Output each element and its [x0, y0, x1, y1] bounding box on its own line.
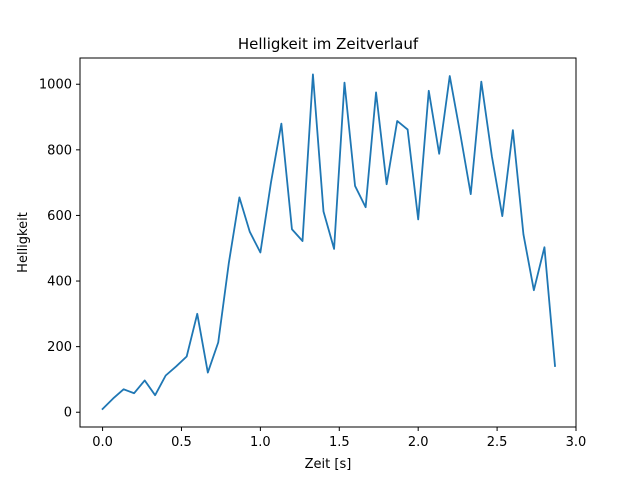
x-tick-label: 1.0: [250, 435, 271, 450]
y-tick-label: 200: [47, 340, 72, 355]
x-tick-label: 1.5: [329, 435, 350, 450]
plot-area: [101, 73, 556, 411]
y-tick-label: 800: [47, 143, 72, 158]
x-axis-ticks: 0.0 0.5 1.0 1.5 2.0 2.5 3.0: [92, 427, 586, 450]
y-tick-label: 600: [47, 209, 72, 224]
y-tick-label: 1000: [39, 78, 72, 93]
axes-frame: [79, 57, 577, 428]
x-axis-label: Zeit [s]: [305, 457, 352, 472]
y-tick-label: 0: [64, 406, 72, 421]
y-axis-label: Helligkeit: [16, 212, 31, 273]
x-tick-label: 2.5: [487, 435, 508, 450]
y-tick-label: 400: [47, 275, 72, 290]
x-tick-label: 3.0: [566, 435, 587, 450]
x-tick-label: 0.0: [92, 435, 113, 450]
x-tick-label: 2.0: [408, 435, 429, 450]
chart-title: Helligkeit im Zeitverlauf: [238, 35, 419, 53]
y-axis-ticks: 0 200 400 600 800 1000: [39, 78, 80, 421]
series-line: [101, 73, 556, 411]
x-tick-label: 0.5: [171, 435, 192, 450]
